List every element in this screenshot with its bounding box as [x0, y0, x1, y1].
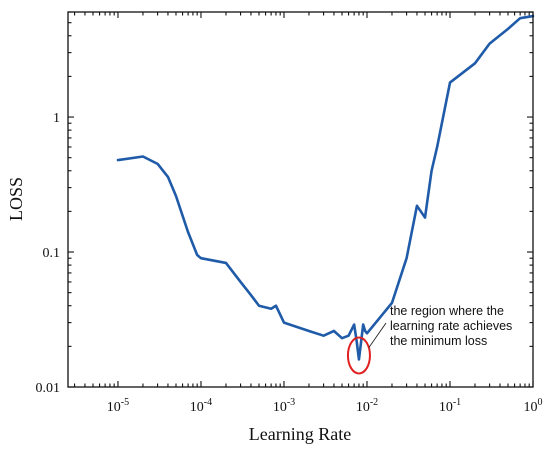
y-tick-label: 0.01 [36, 381, 61, 396]
series-line-0 [116, 14, 535, 361]
x-axis-label: Learning Rate [249, 424, 351, 444]
y-axis-label: LOSS [6, 177, 26, 221]
plot-frame [67, 11, 534, 388]
annotation-text-line: the minimum loss [390, 334, 487, 348]
axis-tick-labels: 10-5 10-4 10-3 10-2 10-1 100 0.01 0.1 1 [36, 111, 543, 415]
x-tick-label: 10-5 [107, 397, 129, 415]
x-tick-label: 10-2 [356, 397, 378, 415]
x-tick-label: 100 [524, 397, 543, 415]
series-layer [116, 14, 535, 361]
annotation-leader-line [368, 322, 387, 348]
y-tick-label: 0.1 [43, 246, 61, 261]
x-tick-label: 10-3 [273, 397, 295, 415]
x-tick-label: 10-1 [439, 397, 461, 415]
x-tick-label: 10-4 [190, 397, 212, 415]
annotation-text-line: the region where the [390, 304, 504, 318]
minimum-loss-circle [346, 336, 371, 375]
annotation-text-line: learning rate achieves [390, 319, 512, 333]
y-tick-label: 1 [53, 111, 60, 126]
